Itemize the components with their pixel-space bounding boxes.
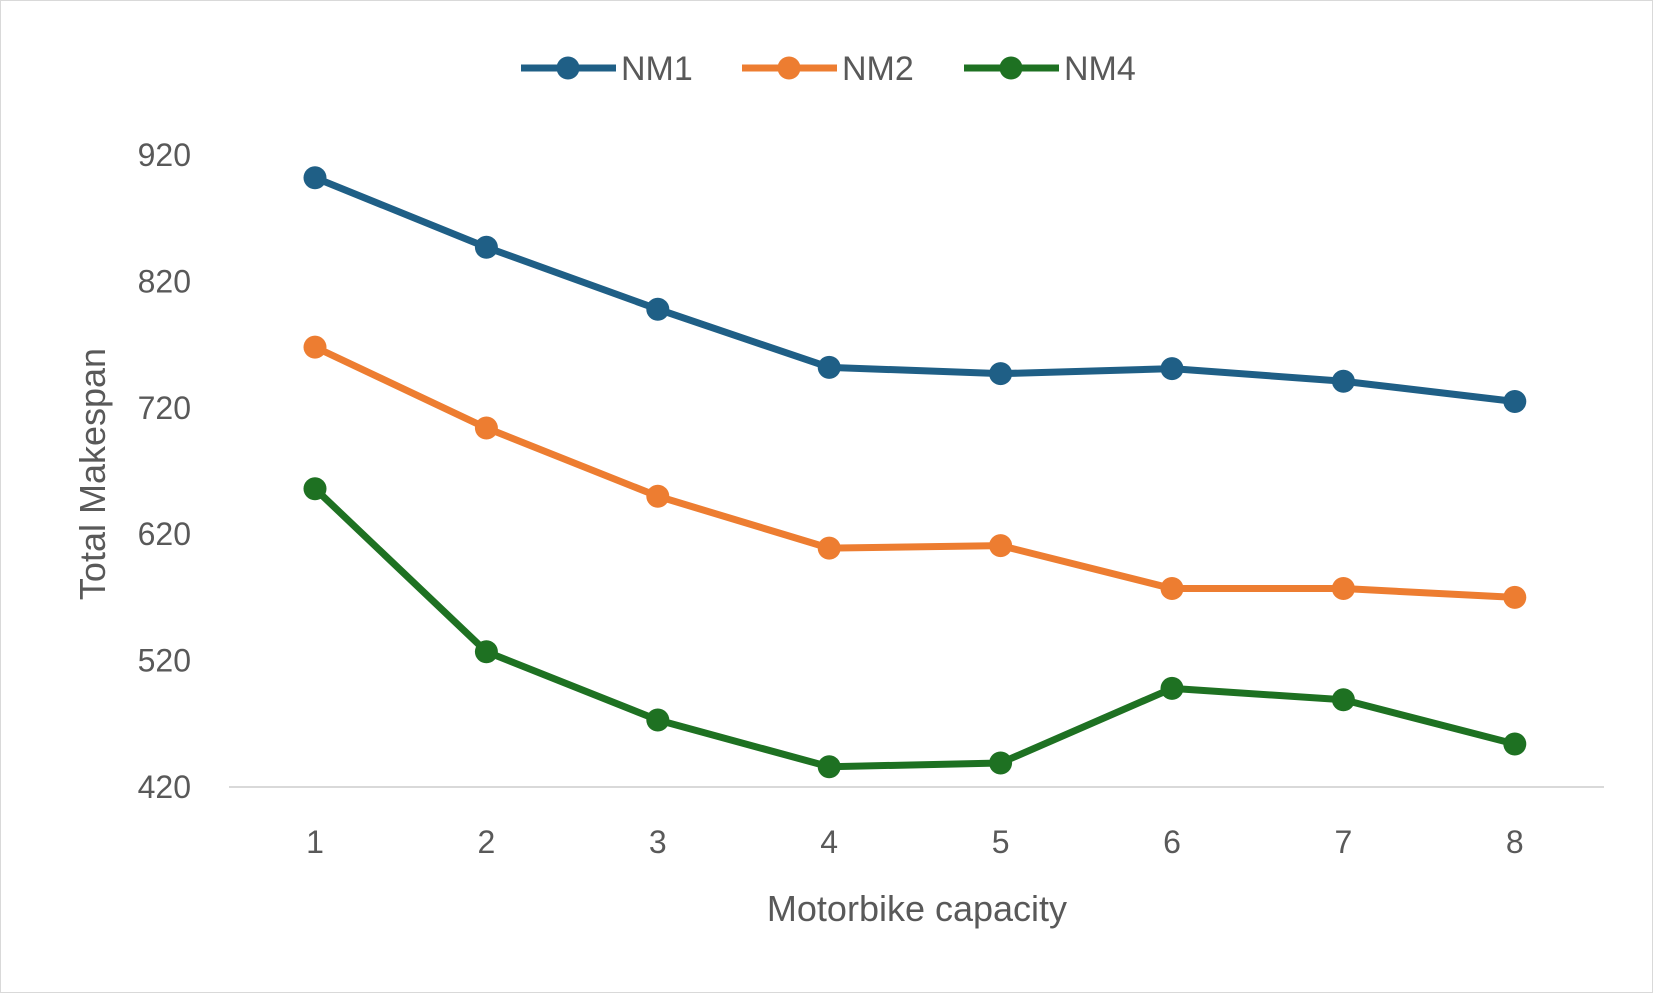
x-tick-label: 7 [1335,824,1353,860]
data-point-nm1 [1331,369,1355,393]
x-tick-label: 1 [306,824,324,860]
y-tick-label: 920 [138,137,191,173]
data-point-nm4 [1503,732,1527,756]
data-point-nm2 [1160,577,1184,601]
y-tick-label: 820 [138,263,191,299]
data-point-nm2 [646,484,670,508]
data-point-nm1 [474,235,498,259]
y-axis-title: Total Makespan [72,348,113,600]
x-tick-label: 6 [1163,824,1181,860]
data-point-nm2 [1331,577,1355,601]
data-point-nm4 [1331,688,1355,712]
data-point-nm1 [817,355,841,379]
data-point-nm1 [989,362,1013,386]
series-line-nm1 [313,174,1516,405]
x-axis-ticks: 1 2 3 4 5 6 7 8 [306,824,1524,860]
data-point-nm2 [303,335,327,359]
series-group [303,166,1527,779]
x-axis-title: Motorbike capacity [767,888,1067,929]
y-tick-label: 420 [138,769,191,805]
x-tick-label: 4 [820,824,838,860]
data-point-nm4 [989,751,1013,775]
data-point-nm2 [1503,585,1527,609]
legend-label-nm4: NM4 [1064,50,1136,88]
legend: NM1 NM2 NM4 [521,50,1136,88]
legend-marker-nm4 [999,56,1023,80]
data-point-nm2 [817,536,841,560]
data-point-nm1 [1503,389,1527,413]
legend-marker-nm2 [777,56,801,80]
data-point-nm1 [646,297,670,321]
data-point-nm4 [646,708,670,732]
data-point-nm2 [989,534,1013,558]
x-tick-label: 8 [1506,824,1524,860]
data-point-nm1 [1160,357,1184,381]
data-point-nm1 [303,166,327,190]
x-tick-label: 2 [478,824,496,860]
data-point-nm2 [474,416,498,440]
x-tick-label: 5 [992,824,1010,860]
y-tick-label: 620 [138,516,191,552]
data-point-nm4 [817,755,841,779]
data-point-nm4 [474,640,498,664]
data-point-nm4 [303,477,327,501]
y-tick-label: 720 [138,390,191,426]
data-point-nm4 [1160,676,1184,700]
x-tick-label: 3 [649,824,667,860]
y-tick-label: 520 [138,643,191,679]
series-line-nm4 [312,486,1516,771]
series-line-nm2 [313,343,1515,601]
y-axis-ticks: 420 520 620 720 820 920 [138,137,191,805]
legend-label-nm1: NM1 [621,50,693,88]
legend-label-nm2: NM2 [842,50,914,88]
legend-marker-nm1 [556,56,580,80]
